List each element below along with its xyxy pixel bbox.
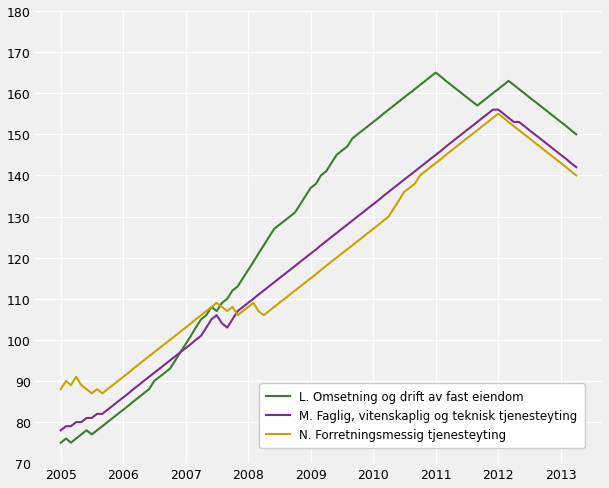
Line: N. Forretningsmessig tjenesteyting: N. Forretningsmessig tjenesteyting <box>61 115 576 393</box>
Line: L. Omsetning og drift av fast eiendom: L. Omsetning og drift av fast eiendom <box>61 74 576 443</box>
Line: M. Faglig, vitenskaplig og teknisk tjenesteyting: M. Faglig, vitenskaplig og teknisk tjene… <box>61 110 576 430</box>
Legend: L. Omsetning og drift av fast eiendom, M. Faglig, vitenskaplig og teknisk tjenes: L. Omsetning og drift av fast eiendom, M… <box>259 384 585 448</box>
